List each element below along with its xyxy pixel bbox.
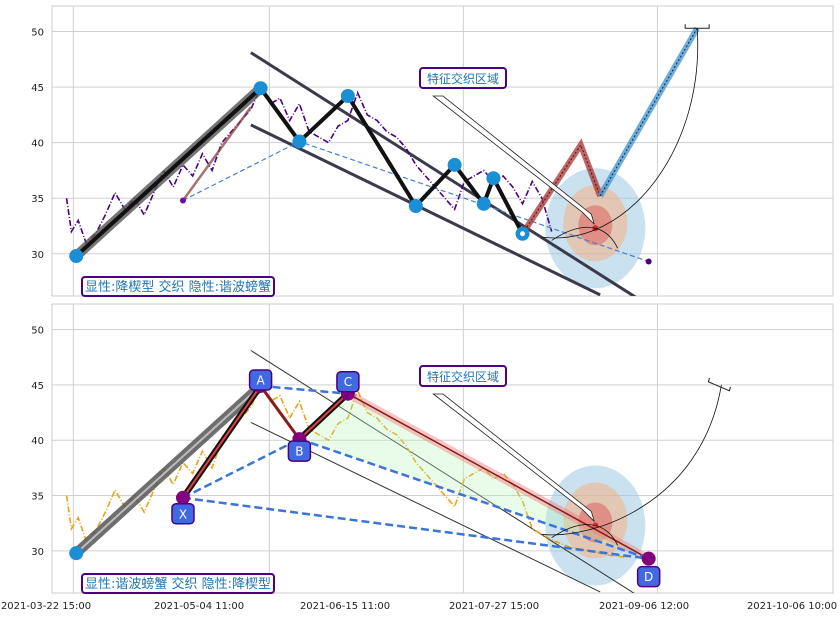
harmonic-dashed-line (298, 437, 650, 560)
point-label-C: C (336, 370, 360, 393)
point-label-B: B (287, 440, 312, 462)
harmonic-leg-core (182, 385, 262, 499)
y-tick-label: 30 (31, 250, 44, 261)
start-point (69, 546, 84, 561)
y-tick-label: 50 (31, 325, 44, 336)
harmonic-leg-core (298, 392, 349, 440)
x-tick-label: 2021-10-06 10:00 (747, 601, 837, 612)
harmonic-dashed-line (260, 384, 349, 395)
pattern-label-text: 显性:谐波螃蟹 交织 隐性:降楔型 (85, 576, 271, 592)
point-label-box (336, 370, 360, 393)
harmonic-point (641, 551, 656, 566)
pivot-point (253, 81, 268, 96)
harmonic-dashed-line (182, 437, 300, 499)
point-label-box (248, 369, 273, 391)
pattern-label-text: 显性:降楔型 交织 隐性:谐波螃蟹 (85, 279, 271, 295)
y-tick-label: 30 (31, 547, 44, 558)
harmonic-point (175, 490, 190, 505)
pivot-point (476, 196, 491, 211)
callout-arrow (432, 95, 595, 225)
price-series (65, 85, 553, 245)
point-label-text: B (295, 445, 303, 459)
point-label-D: D (636, 565, 661, 588)
pivot-point (486, 171, 501, 186)
projection-arc (541, 28, 699, 239)
callout-box (419, 365, 507, 387)
cd-leg-core (347, 393, 650, 560)
projection-blue-core (599, 27, 698, 197)
projection-red (520, 138, 603, 236)
y-tick-label: 35 (31, 194, 44, 205)
x-tick-label: 2021-06-15 11:00 (300, 601, 390, 612)
y-tick-label: 40 (31, 436, 44, 447)
point-label-text: X (179, 507, 187, 521)
harmonic-dashed-line (182, 496, 649, 560)
projection-arc-small (551, 524, 618, 546)
plot-area (52, 304, 833, 593)
callout-arrow (432, 393, 595, 522)
small-segment-point (179, 197, 186, 204)
wedge-lower-line (250, 123, 601, 296)
point-label-X: X (171, 503, 195, 525)
callout-box (419, 67, 507, 89)
pivot-point (69, 249, 84, 263)
y-tick-label: 45 (31, 381, 44, 392)
harmonic-fill (299, 393, 649, 559)
x-tick-label: 2021-09-06 12:00 (599, 601, 689, 612)
projection-end-cap (707, 377, 731, 392)
pattern-label-box (81, 276, 275, 297)
y-tick-label: 40 (31, 139, 44, 150)
y-tick-label: 50 (31, 28, 44, 39)
callout-text: 特征交织区域 (427, 71, 499, 86)
point-label-text: D (644, 570, 653, 584)
ab-leg (259, 385, 301, 440)
pivot-point (292, 134, 307, 149)
start-leg-core (75, 385, 262, 554)
x-axis: 2021-03-22 15:00 2021-05-04 11:00 2021-06-… (1, 601, 837, 612)
x-tick-label: 2021-05-04 11:00 (154, 601, 244, 612)
point-label-text: C (344, 375, 352, 389)
pivot-point (447, 157, 462, 172)
callout-text: 特征交织区域 (427, 369, 499, 384)
pivot-point (340, 89, 355, 103)
price-series (65, 383, 630, 559)
point-label-box (171, 503, 195, 525)
x-tick-label: 2021-03-22 15:00 (1, 601, 91, 612)
pivot-highlight (520, 231, 526, 237)
point-label-box (287, 440, 312, 462)
projection-end-cap (684, 24, 710, 29)
projection-arc (541, 384, 722, 536)
plot-frame (51, 303, 834, 594)
y-tick-label: 45 (31, 83, 44, 94)
point-label-A: A (248, 369, 273, 391)
point-label-box (636, 565, 661, 588)
x-tick-label: 2021-07-27 15:00 (449, 601, 539, 612)
y-tick-label: 35 (31, 492, 44, 503)
end-point (645, 258, 652, 265)
pattern-label-box (81, 573, 275, 594)
pivot-point (408, 199, 423, 213)
point-label-text: A (256, 373, 265, 387)
plot-frame (51, 5, 834, 297)
small-segment (181, 106, 252, 202)
projection-arc-small (551, 226, 618, 249)
